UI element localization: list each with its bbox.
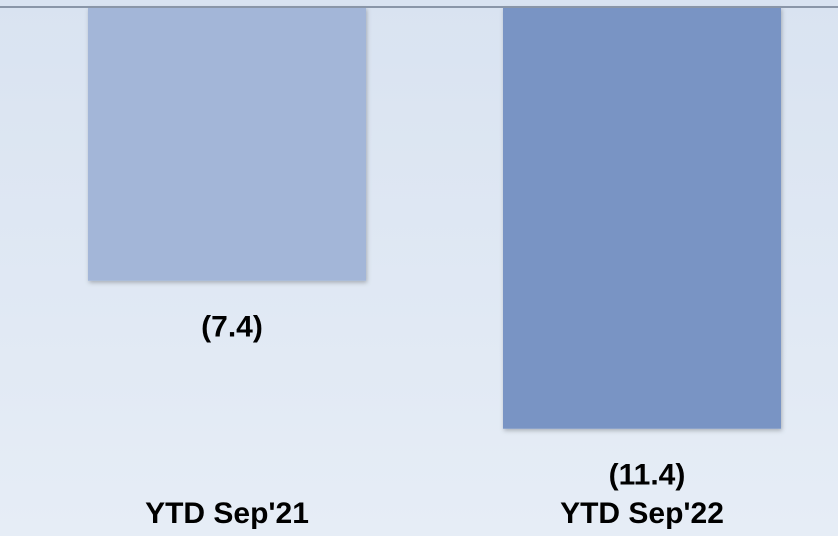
x-tick-label: YTD Sep'22 — [560, 497, 724, 530]
x-tick-label: YTD Sep'21 — [145, 497, 309, 530]
data-label: (7.4) — [201, 311, 263, 344]
bar — [503, 7, 781, 429]
data-label: (11.4) — [609, 459, 686, 492]
bar — [88, 7, 366, 281]
